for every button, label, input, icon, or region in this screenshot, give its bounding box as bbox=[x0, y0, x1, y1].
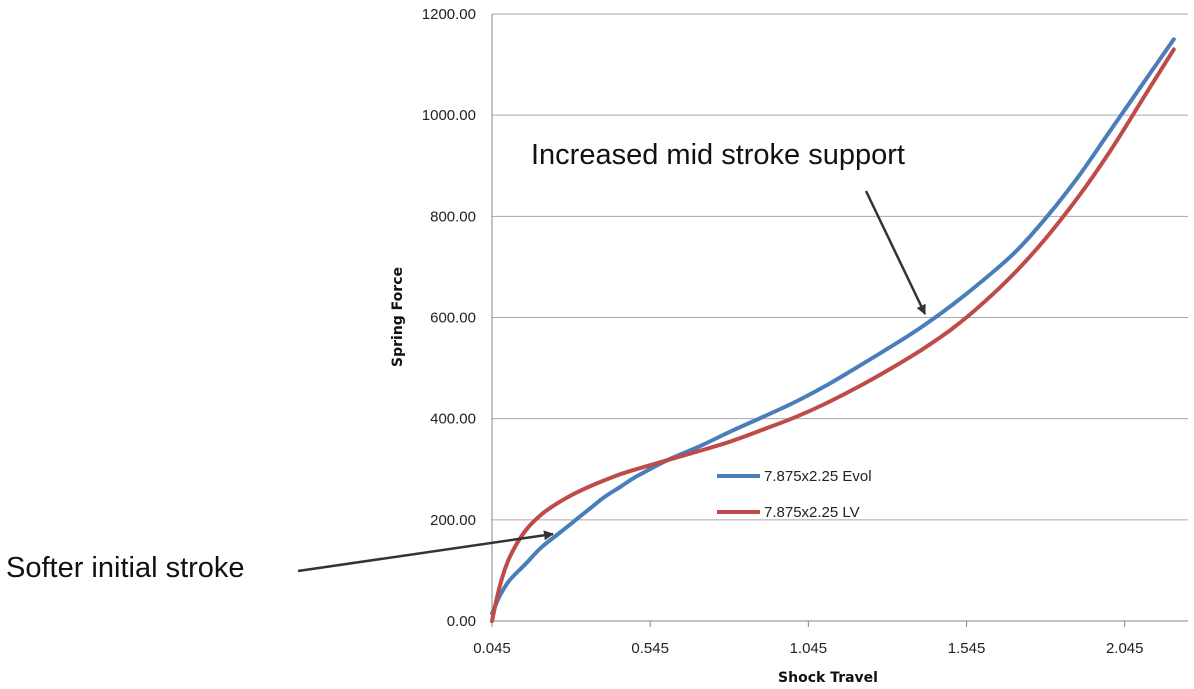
y-tick-labels: 0.00 200.00 400.00 600.00 800.00 1000.00 1200.… bbox=[422, 6, 476, 630]
x-tick-label: 1.545 bbox=[948, 640, 986, 657]
x-tick-label: 0.045 bbox=[473, 640, 511, 657]
legend-label-evol: 7.875x2.25 Evol bbox=[764, 468, 872, 485]
gridlines bbox=[492, 13, 1188, 521]
x-tick-labels: 0.045 0.545 1.045 1.545 2.045 bbox=[473, 640, 1143, 657]
annotation-arrow-initial-stroke bbox=[297, 530, 554, 573]
annotation-arrow-mid-stroke bbox=[864, 190, 927, 315]
axes bbox=[491, 14, 1188, 627]
annotation-initial-stroke: Softer initial stroke bbox=[6, 552, 245, 584]
y-tick-label: 200.00 bbox=[430, 512, 476, 529]
series-lines bbox=[490, 37, 1176, 623]
y-tick-label: 600.00 bbox=[430, 310, 476, 327]
y-tick-label: 800.00 bbox=[430, 208, 476, 225]
series-line-lv bbox=[490, 47, 1176, 623]
y-axis-title: Spring Force bbox=[390, 267, 406, 367]
x-tick-label: 0.545 bbox=[631, 640, 669, 657]
x-axis-title: Shock Travel bbox=[778, 670, 878, 686]
y-tick-label: 400.00 bbox=[430, 411, 476, 428]
legend: 7.875x2.25 Evol 7.875x2.25 LV bbox=[717, 468, 872, 521]
annotation-mid-stroke: Increased mid stroke support bbox=[531, 139, 905, 171]
x-tick-label: 2.045 bbox=[1106, 640, 1144, 657]
legend-label-lv: 7.875x2.25 LV bbox=[764, 504, 860, 521]
y-tick-label: 1200.00 bbox=[422, 6, 476, 23]
x-tick-label: 1.045 bbox=[790, 640, 828, 657]
y-tick-label: 0.00 bbox=[447, 613, 476, 630]
y-tick-label: 1000.00 bbox=[422, 107, 476, 124]
annotations: Increased mid stroke support Softer init… bbox=[6, 139, 927, 584]
series-line-evol bbox=[490, 37, 1176, 616]
